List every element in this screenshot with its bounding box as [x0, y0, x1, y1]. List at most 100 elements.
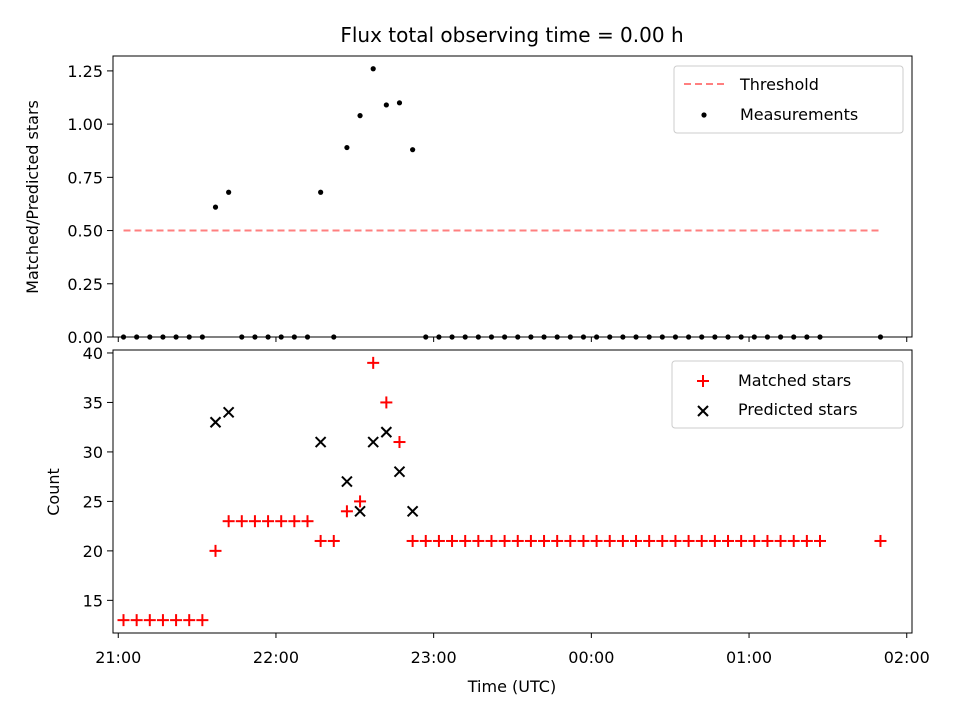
matched-star-point	[498, 534, 511, 547]
matched-star-point	[774, 534, 787, 547]
measurement-point	[462, 334, 468, 340]
measurement-point	[239, 334, 245, 340]
matched-star-point	[551, 534, 564, 547]
measurement-point	[672, 334, 679, 340]
matched-star-point	[301, 515, 314, 528]
measurement-point	[502, 334, 508, 340]
measurement-point	[278, 334, 284, 340]
measurement-point	[725, 334, 731, 340]
matched-star-point	[288, 515, 301, 528]
count-x-ticks: 21:00 22:00 23:00 00:00 01:00 02:00	[95, 633, 930, 667]
matched-star-point	[340, 505, 353, 518]
predicted-star-point	[354, 505, 366, 517]
measurement-point	[291, 334, 297, 340]
count-panel: 15 20 25 30 35 40 21:00 22:00 23:00 00:00 01:00 02…	[44, 344, 930, 696]
predicted-star-point	[393, 466, 406, 478]
measurement-point	[134, 334, 140, 340]
measurement-point	[449, 334, 455, 340]
matched-star-point	[446, 534, 459, 547]
matched-star-point	[735, 534, 748, 547]
predicted-star-point	[367, 436, 379, 448]
measurement-point	[554, 334, 560, 340]
matched-star-point	[419, 534, 432, 547]
measurement-point	[567, 334, 573, 340]
matched-star-point	[748, 534, 761, 547]
measurement-point	[331, 334, 337, 340]
measurement-point	[344, 144, 350, 151]
measurement-point	[594, 334, 600, 340]
flux-ratio-y-tick-label: 1.25	[67, 62, 103, 81]
count-x-tick-label: 00:00	[568, 648, 614, 667]
matched-star-point	[485, 534, 498, 547]
matched-star-point	[472, 534, 485, 547]
measurement-point	[791, 334, 797, 340]
measurement-point	[817, 334, 823, 340]
measurement-point	[607, 334, 613, 340]
count-y-tick-label: 30	[83, 443, 103, 462]
matched-star-point	[814, 534, 827, 547]
matched-star-point	[222, 515, 235, 528]
count-y-tick-label: 25	[83, 492, 103, 511]
predicted-star-point	[314, 436, 327, 448]
count-x-tick-label: 22:00	[253, 648, 299, 667]
matched-star-point	[275, 515, 288, 528]
measurement-point	[226, 189, 232, 195]
measurement-point	[265, 334, 271, 340]
measurement-point	[620, 334, 626, 340]
count-x-tick-label: 21:00	[95, 648, 141, 667]
matched-star-point	[327, 534, 340, 547]
flux-ratio-legend: Threshold Measurements	[673, 65, 904, 134]
matched-star-point	[459, 534, 472, 547]
measurement-point	[160, 334, 166, 340]
matched-star-point	[183, 614, 196, 627]
flux-ratio-y-tick-label: 0.50	[67, 222, 103, 241]
flux-ratio-panel: Flux total observing time = 0.00 h 0.000…	[23, 23, 913, 347]
legend-measurements-label: Measurements	[740, 105, 858, 124]
matched-star-point	[656, 534, 669, 547]
measurement-point	[147, 334, 153, 340]
measurement-point	[212, 204, 219, 210]
measurement-point	[751, 334, 757, 340]
matched-star-point	[262, 515, 275, 528]
flux-ratio-x-ticks	[117, 337, 908, 342]
measurement-point	[764, 334, 771, 340]
flux-ratio-legend-box	[673, 65, 904, 134]
count-x-tick-label: 23:00	[411, 648, 457, 667]
measurement-point	[685, 334, 692, 340]
flux-ratio-marks	[120, 66, 884, 340]
measurement-point	[396, 100, 403, 106]
legend-threshold-label: Threshold	[739, 75, 819, 94]
matched-star-point	[708, 534, 721, 547]
legend-measurements-swatch	[701, 112, 707, 118]
measurement-point	[383, 102, 389, 108]
legend-matched-swatch	[697, 375, 709, 387]
chart-title: Flux total observing time = 0.00 h	[340, 23, 683, 47]
measurement-point	[712, 334, 718, 340]
legend-matched-label: Matched stars	[738, 371, 851, 390]
count-y-ticks: 15 20 25 30 35 40	[83, 344, 113, 610]
measurement-point	[515, 334, 521, 340]
count-x-tick-label: 02:00	[884, 648, 930, 667]
matched-star-point	[432, 534, 445, 547]
matched-star-point	[393, 436, 406, 449]
measurement-point	[699, 334, 705, 340]
matched-star-point	[669, 534, 682, 547]
flux-ratio-y-tick-label: 1.00	[67, 115, 103, 134]
legend-predicted-swatch	[697, 405, 709, 417]
measurement-point	[804, 334, 810, 340]
legend-predicted-label: Predicted stars	[738, 400, 858, 419]
count-legend-box	[671, 360, 904, 429]
matched-star-point	[130, 614, 143, 627]
predicted-star-point	[341, 475, 353, 488]
matched-star-point	[722, 534, 735, 547]
count-y-tick-label: 15	[83, 591, 103, 610]
measurement-point	[120, 334, 127, 340]
count-y-tick-label: 35	[83, 393, 103, 412]
matched-star-point	[156, 614, 169, 627]
measurement-point	[318, 189, 324, 195]
flux-ratio-y-ticks: 0.00 0.25 0.50 0.75 1.00 1.25	[67, 62, 113, 347]
count-x-tick-label: 01:00	[726, 648, 772, 667]
flux-ratio-y-tick-label: 0.25	[67, 275, 103, 294]
matched-star-point	[380, 396, 393, 409]
measurement-point	[410, 147, 416, 153]
